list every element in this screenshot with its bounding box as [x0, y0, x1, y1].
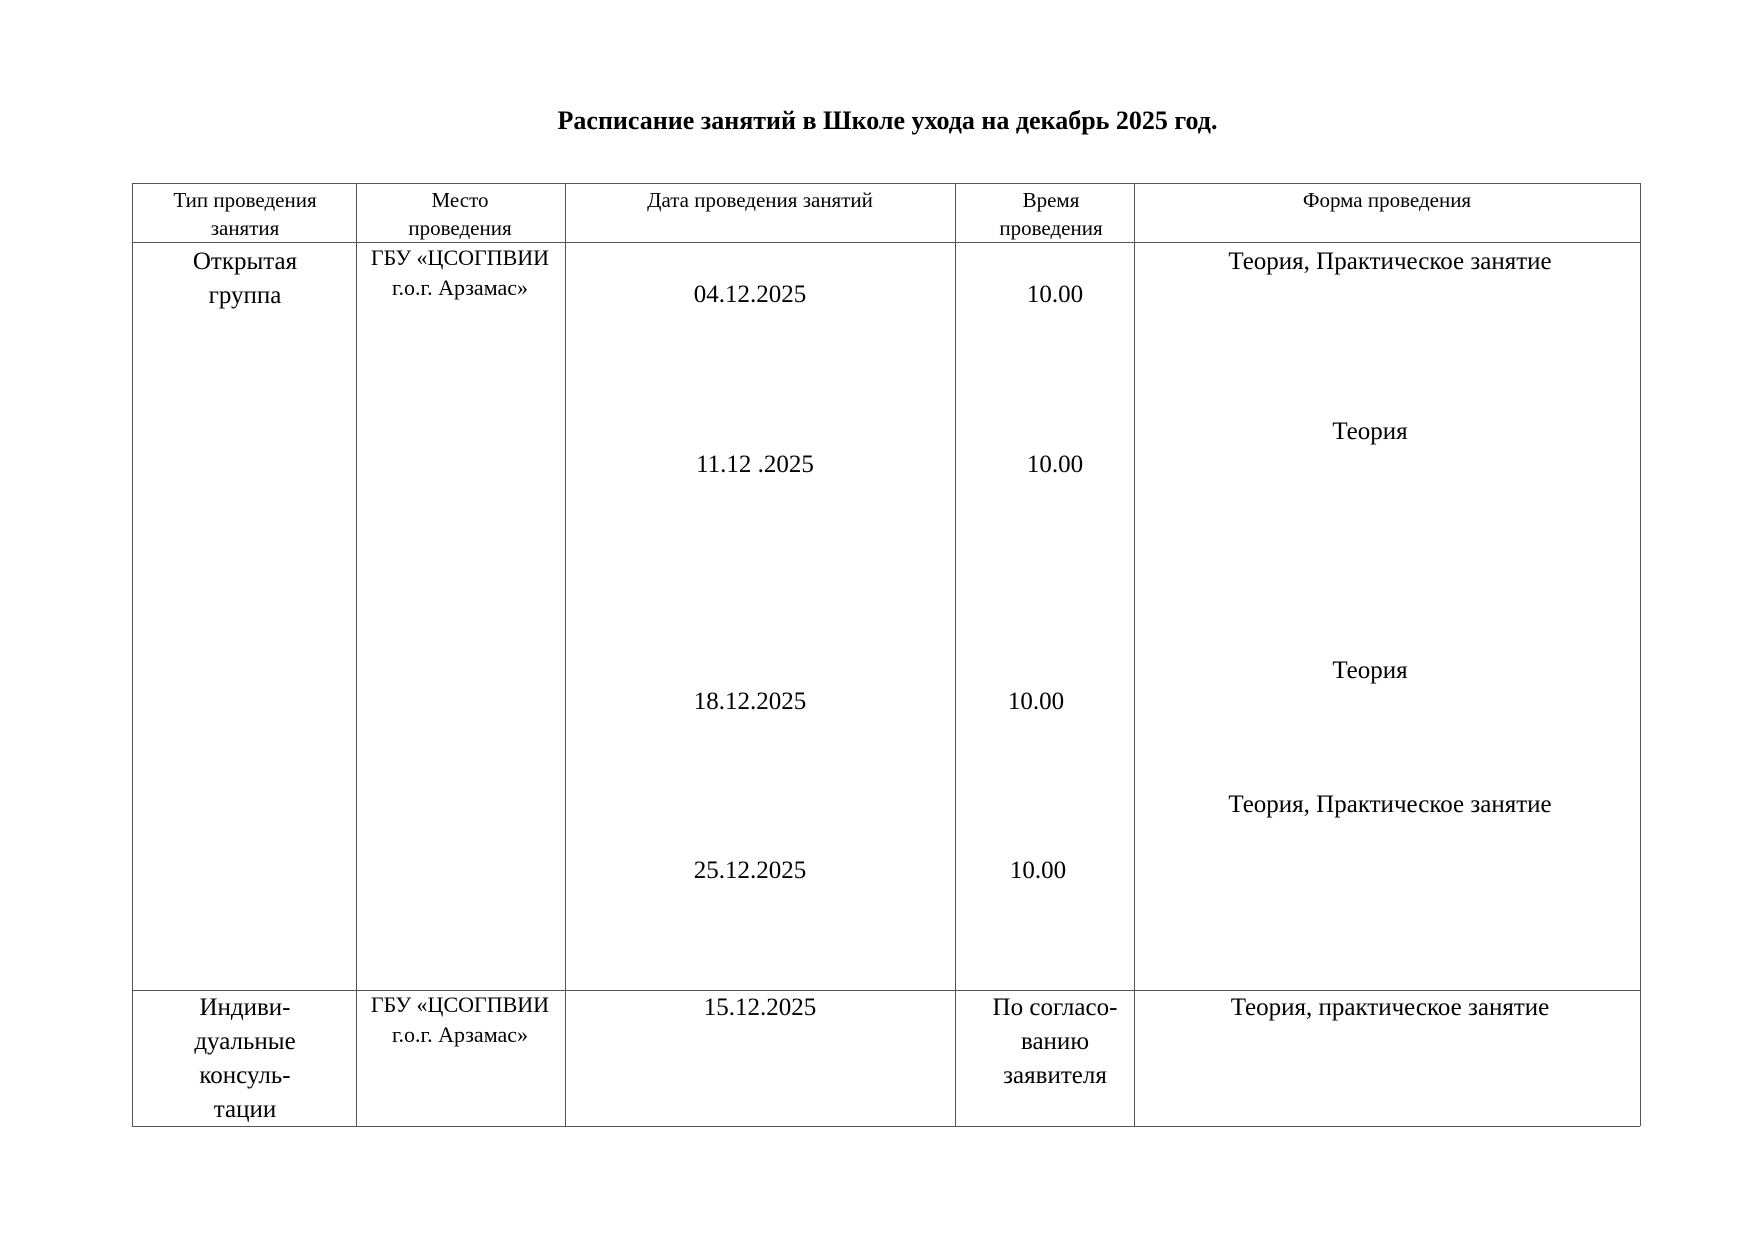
header-type: Тип проведения занятия	[173, 188, 317, 240]
column-divider	[565, 183, 566, 1126]
table-border-bottom	[132, 1126, 1640, 1127]
row-divider	[132, 990, 1640, 991]
cell-form: Теория	[1332, 657, 1408, 684]
column-divider	[356, 183, 357, 1126]
header-date: Дата проведения занятий	[647, 188, 873, 212]
cell-time: 10.00	[1007, 688, 1065, 715]
header-form: Форма проведения	[1302, 188, 1472, 212]
column-divider	[132, 183, 133, 1126]
header-place: Место проведения	[408, 188, 512, 240]
cell-date: 25.12.2025	[693, 857, 807, 884]
cell-form: Теория	[1332, 418, 1408, 445]
cell-date: 04.12.2025	[693, 281, 807, 308]
cell-date: 18.12.2025	[693, 688, 807, 715]
table-border-top	[132, 183, 1640, 184]
cell-form: Теория, Практическое занятие	[1228, 248, 1552, 275]
cell-time: 10.00	[1009, 857, 1067, 884]
column-divider	[1134, 183, 1135, 1126]
column-divider	[1640, 183, 1641, 1126]
page-title: Расписание занятий в Школе ухода на дека…	[557, 106, 1218, 135]
cell-type: Открытая группа	[192, 248, 298, 309]
cell-form: Теория, Практическое занятие	[1228, 791, 1552, 818]
cell-time: По согласо-ванию заявителя	[992, 994, 1118, 1089]
cell-place: ГБУ «ЦСОГПВИИ г.о.г. Арзамас»	[370, 245, 550, 300]
cell-type: Индиви-дуальные консуль-тации	[194, 994, 296, 1123]
header-divider	[132, 242, 1640, 243]
cell-time: 10.00	[1026, 281, 1084, 308]
column-divider	[955, 183, 956, 1126]
cell-date: 11.12 .2025	[696, 451, 814, 478]
cell-date: 15.12.2025	[703, 994, 817, 1021]
cell-time: 10.00	[1026, 451, 1084, 478]
cell-form: Теория, практическое занятие	[1230, 994, 1550, 1021]
header-time: Время проведения	[999, 188, 1103, 240]
cell-place: ГБУ «ЦСОГПВИИ г.о.г. Арзамас»	[370, 992, 550, 1047]
